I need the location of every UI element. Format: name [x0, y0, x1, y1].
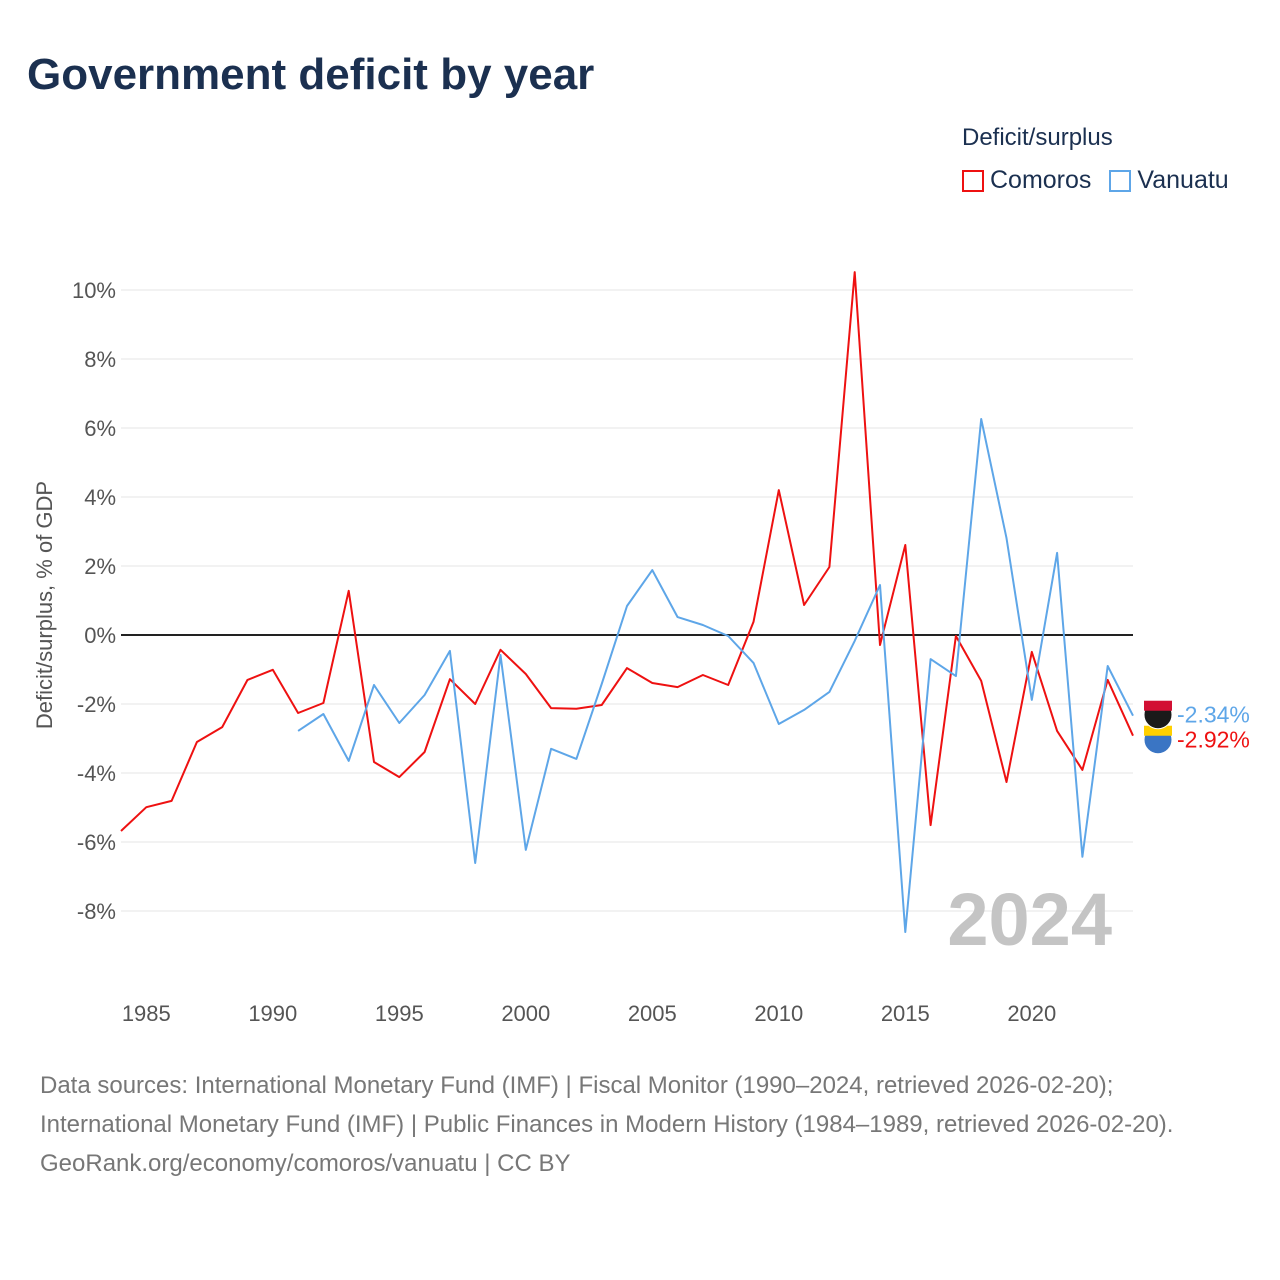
- y-tick-label: 0%: [84, 623, 116, 648]
- flag-stripe: [1144, 700, 1172, 711]
- y-axis-label: Deficit/surplus, % of GDP: [32, 481, 57, 729]
- x-tick-label: 2000: [501, 1001, 550, 1026]
- y-tick-label: 8%: [84, 347, 116, 372]
- y-tick-label: -4%: [77, 761, 116, 786]
- x-tick-label: 1990: [248, 1001, 297, 1026]
- legend-item-comoros[interactable]: Comoros: [962, 166, 1091, 195]
- x-tick-label: 2015: [881, 1001, 930, 1026]
- legend-swatch-comoros: [962, 169, 984, 192]
- end-value-label: -2.92%: [1177, 727, 1250, 753]
- y-tick-label: 2%: [84, 554, 116, 579]
- source-link[interactable]: GeoRank.org/economy/comoros/vanuatu | CC…: [40, 1150, 571, 1177]
- x-tick-label: 1995: [375, 1001, 424, 1026]
- data-sources: Data sources: International Monetary Fun…: [40, 1072, 1174, 1138]
- legend-title: Deficit/surplus: [962, 124, 1113, 151]
- series-line-vanuatu: [297, 418, 1134, 933]
- x-tick-label: 1985: [122, 1001, 171, 1026]
- end-value-label: -2.34%: [1177, 702, 1250, 728]
- legend-item-vanuatu[interactable]: Vanuatu: [1109, 166, 1229, 195]
- footer: Data sources: International Monetary Fun…: [40, 1066, 1240, 1183]
- y-tick-label: -8%: [77, 899, 116, 924]
- legend-label: Comoros: [990, 166, 1092, 194]
- flag-stripe: [1144, 725, 1172, 736]
- y-tick-label: -6%: [77, 830, 116, 855]
- y-tick-label: -2%: [77, 692, 116, 717]
- year-watermark: 2024: [947, 878, 1112, 961]
- series-line-comoros: [120, 271, 1134, 832]
- legend: Comoros Vanuatu: [962, 166, 1229, 195]
- y-tick-label: 10%: [72, 278, 116, 303]
- y-tick-label: 4%: [84, 485, 116, 510]
- legend-swatch-vanuatu: [1109, 169, 1132, 192]
- x-tick-label: 2020: [1007, 1001, 1056, 1026]
- legend-label: Vanuatu: [1137, 166, 1229, 194]
- chart-title: Government deficit by year: [27, 50, 595, 99]
- y-tick-label: 6%: [84, 416, 116, 441]
- x-tick-label: 2005: [628, 1001, 677, 1026]
- x-tick-label: 2010: [754, 1001, 803, 1026]
